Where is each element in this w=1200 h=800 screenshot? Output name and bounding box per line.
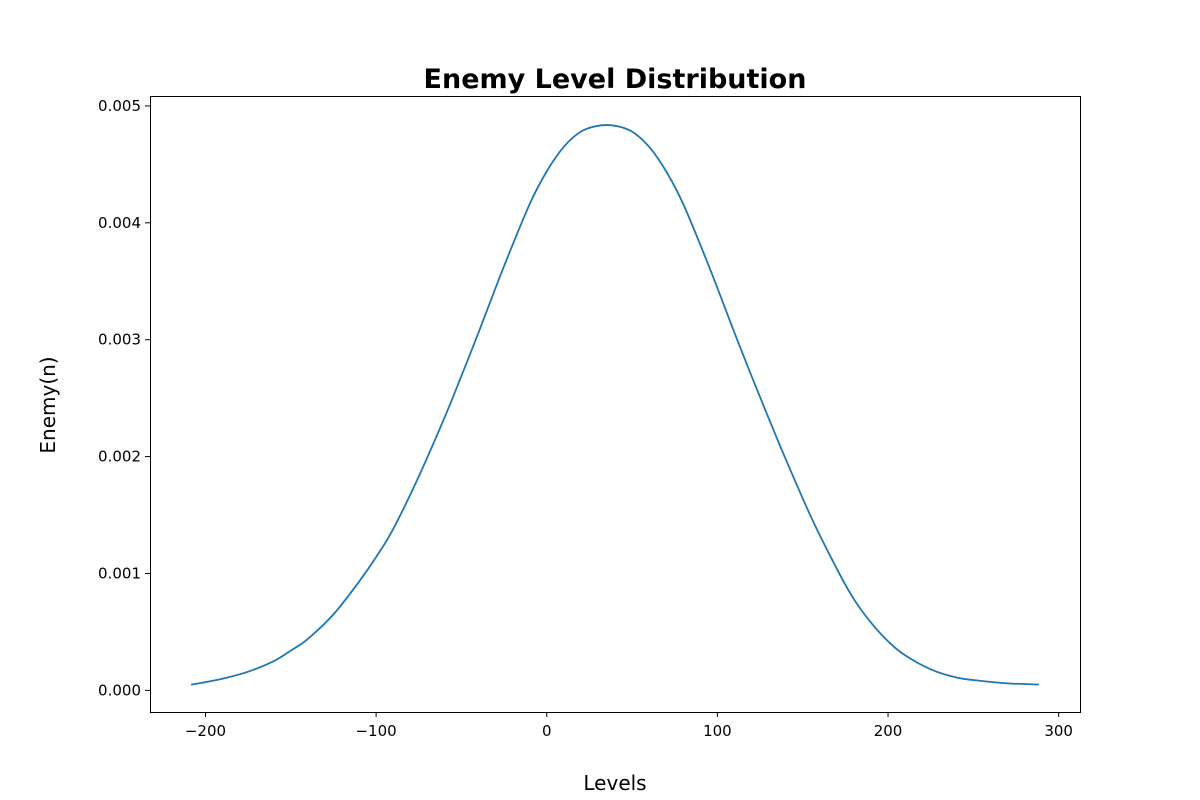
chart-title: Enemy Level Distribution [424,64,807,95]
y-tick-label: 0.005 [98,97,141,115]
y-tick-label: 0.003 [98,331,141,349]
series-line [190,124,1040,686]
x-axis: −200 −100 0 100 200 300 [185,712,1073,740]
x-tick-label: −200 [185,722,226,740]
plot-frame [150,96,1081,713]
y-tick-label: 0.001 [98,564,141,582]
y-tick-label: 0.000 [98,681,141,699]
x-tick-label: 0 [542,722,552,740]
x-tick-label: 300 [1044,722,1073,740]
x-tick-label: 200 [874,722,903,740]
y-axis: 0.000 0.001 0.002 0.003 0.004 0.005 [98,97,150,699]
y-tick-label: 0.002 [98,448,141,466]
x-axis-label: Levels [583,771,646,795]
y-tick-label: 0.004 [98,214,141,232]
x-tick-label: 100 [703,722,732,740]
y-axis-label: Enemy(n) [36,356,60,453]
x-tick-label: −100 [355,722,396,740]
